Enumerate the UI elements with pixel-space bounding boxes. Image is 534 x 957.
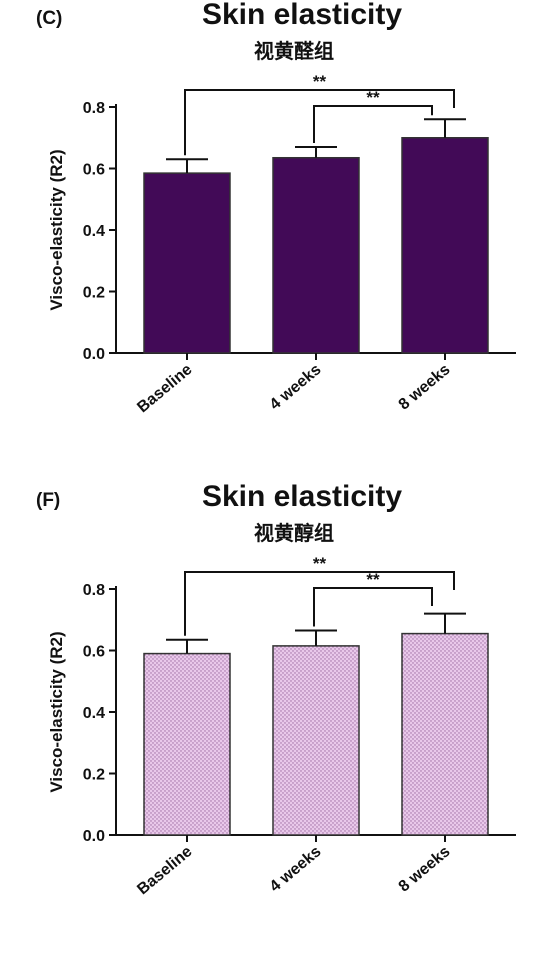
f-y-tick-label-4: 0.8: [83, 582, 105, 599]
c-y-tick-label-0: 0.0: [83, 346, 105, 363]
f-bar-2: [401, 632, 489, 836]
c-y-axis-label: Visco-elasticity (R2): [47, 149, 66, 310]
chart-f-svg: (F) Skin elasticity 视黄醇组 Visco-elasticity (…: [36, 482, 516, 898]
c-x-tick-label-2: 8 weeks: [396, 361, 454, 414]
f-significance-label-0: **: [313, 554, 327, 573]
f-chart-subtitle: 视黄醇组: [254, 521, 334, 545]
f-y-tick-label-2: 0.4: [83, 705, 105, 722]
f-significance-label-1: **: [366, 570, 380, 589]
c-significance-label-1: **: [366, 88, 380, 107]
f-y-axis-label: Visco-elasticity (R2): [47, 631, 66, 792]
f-x-tick-label-1: 4 weeks: [267, 843, 325, 896]
f-x-tick-label-2: 8 weeks: [396, 843, 454, 896]
f-y-tick-label-0: 0.0: [83, 828, 105, 845]
chart-c-svg: (C) Skin elasticity 视黄醛组 Visco-elasticity (…: [36, 0, 516, 416]
c-significance-label-0: **: [313, 72, 327, 91]
f-y-tick-label-3: 0.6: [83, 644, 105, 661]
chart-panel-c: (C) Skin elasticity 视黄醛组 Visco-elasticity (…: [0, 0, 534, 470]
f-bar-1: [272, 645, 360, 836]
c-y-tick-label-1: 0.2: [83, 285, 105, 302]
chart-panel-f: (F) Skin elasticity 视黄醇组 Visco-elasticity (…: [0, 482, 534, 952]
c-x-tick-label-0: Baseline: [134, 361, 195, 416]
f-y-tick-label-1: 0.2: [83, 767, 105, 784]
c-y-tick-label-3: 0.6: [83, 162, 105, 179]
f-significance-bracket-1: [313, 587, 433, 627]
c-x-tick-label-1: 4 weeks: [267, 361, 325, 414]
c-chart-title: Skin elasticity: [202, 0, 402, 31]
c-bar-0: [143, 172, 231, 354]
f-chart-title: Skin elasticity: [202, 482, 402, 513]
c-bar-1: [272, 156, 360, 354]
c-panel-label: (C): [36, 8, 62, 29]
f-significance-bracket-0: [184, 571, 455, 636]
c-significance-bracket-1: [313, 105, 433, 143]
f-x-tick-label-0: Baseline: [134, 843, 195, 898]
c-chart-subtitle: 视黄醛组: [254, 39, 334, 63]
c-y-tick-label-2: 0.4: [83, 223, 105, 240]
c-y-tick-label-4: 0.8: [83, 100, 105, 117]
c-bar-2: [401, 137, 489, 354]
f-bar-0: [143, 652, 231, 836]
f-panel-label: (F): [36, 490, 60, 511]
c-significance-bracket-0: [184, 89, 455, 156]
